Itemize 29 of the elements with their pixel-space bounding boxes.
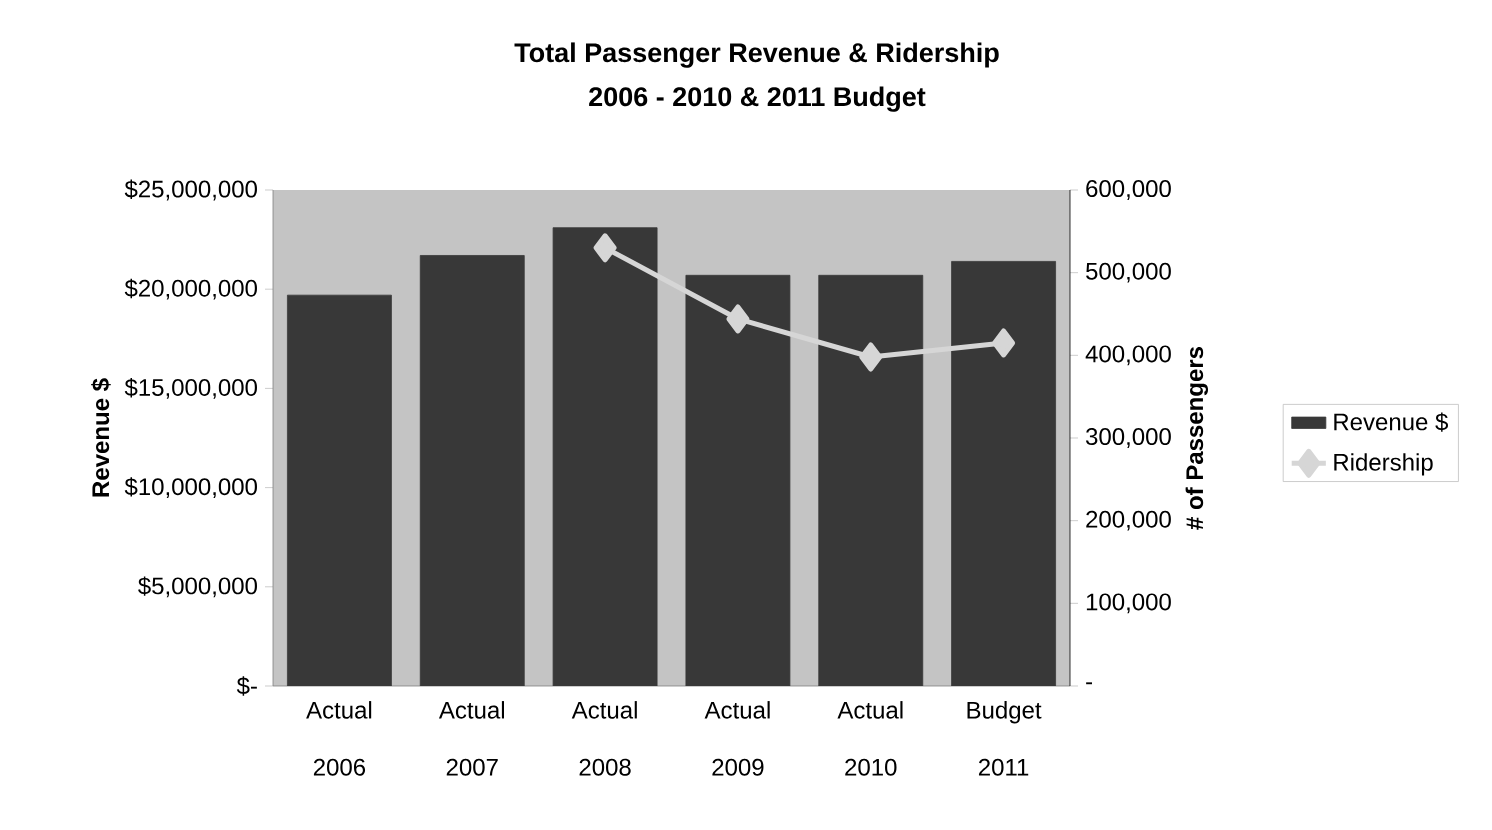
chart-title: Total Passenger Revenue & Ridership (514, 42, 999, 68)
y-tick-label: $10,000,000 (124, 477, 257, 499)
point (593, 233, 617, 263)
chart-subtitle: 2006 - 2010 & 2011 Budget (589, 86, 926, 112)
y2-tick-label: - (1086, 682, 1092, 685)
y-tick-label: $20,000,000 (124, 278, 257, 300)
y2-tick-label: 400,000 (1085, 345, 1171, 366)
y-axis-title: Revenue $ (91, 378, 111, 497)
category-label: Actual 2008 (571, 701, 637, 776)
y2-tick-label: 600,000 (1086, 180, 1171, 200)
y2-tick-label: 100,000 (1086, 593, 1171, 614)
point (726, 304, 750, 334)
y2-axis-title: # of Passengers (1185, 346, 1209, 530)
y2-tick-label: 200,000 (1086, 510, 1171, 531)
legend-label: Ridership (1334, 453, 1433, 476)
category-label: Actual 2007 (438, 701, 504, 776)
legend-label: Revenue $ (1334, 412, 1448, 432)
point (859, 342, 883, 372)
y-tick-label: $15,000,000 (124, 377, 257, 399)
y-tick-label: $- (236, 676, 257, 696)
y-tick-label: $5,000,000 (138, 576, 257, 598)
category-label: Budget 2011 (967, 701, 1042, 776)
y-tick-label: $25,000,000 (124, 179, 257, 201)
y2-tick-label: 300,000 (1085, 428, 1171, 448)
point (992, 328, 1016, 358)
category-label: Actual 2010 (837, 701, 903, 776)
category-label: Actual 2009 (704, 701, 770, 776)
y2-tick-label: 500,000 (1086, 262, 1171, 283)
category-label: Actual 2006 (306, 701, 372, 776)
